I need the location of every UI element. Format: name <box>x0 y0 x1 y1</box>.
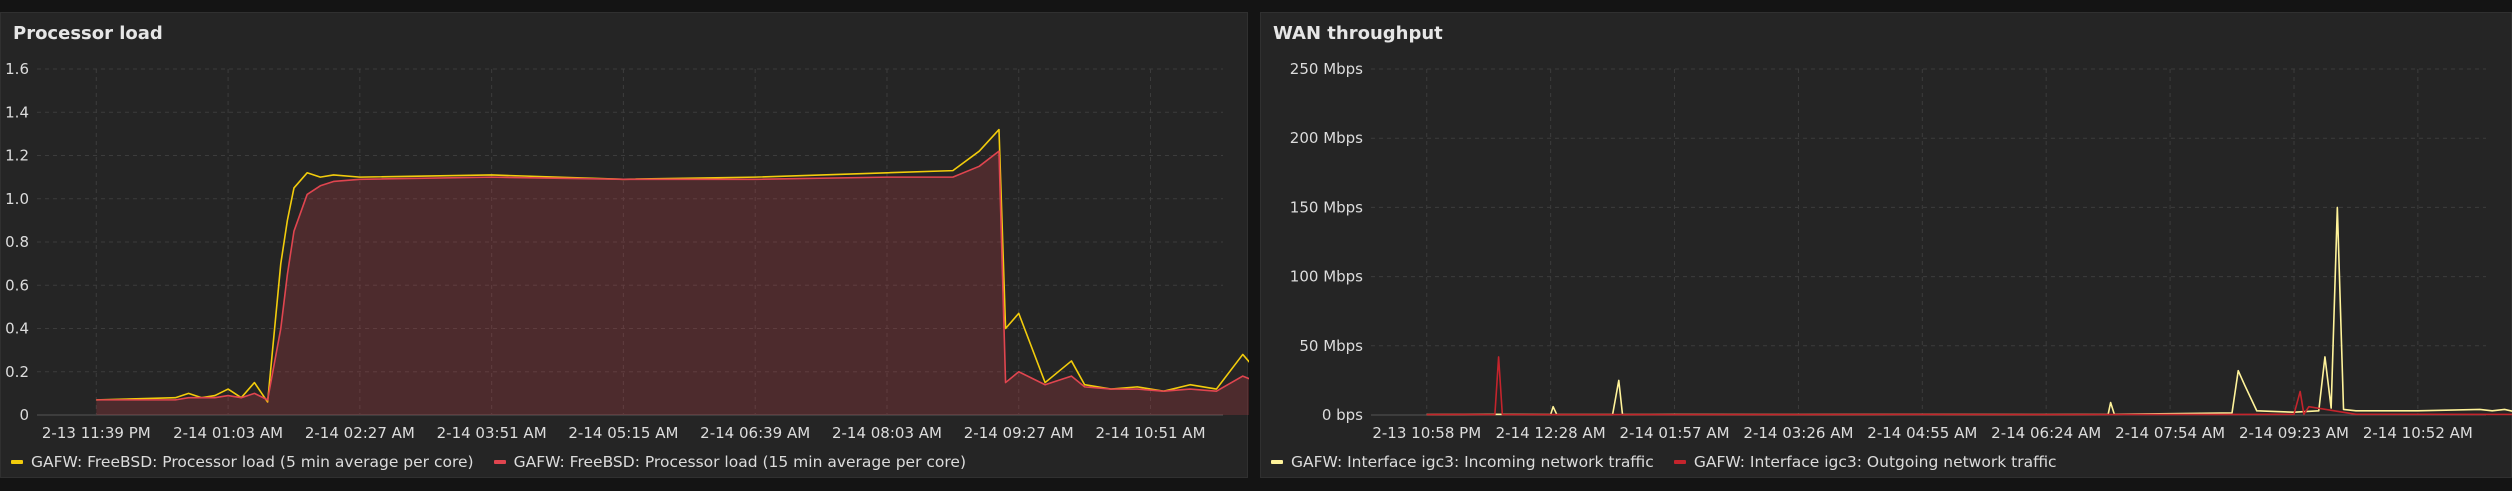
x-tick-label: 2-14 12:28 AM <box>1496 424 1606 442</box>
legend: GAFW: Interface igc3: Incoming network t… <box>1271 453 2057 471</box>
y-tick-label: 0.6 <box>5 276 29 294</box>
legend-swatch <box>1673 460 1686 464</box>
panel-title: WAN throughput <box>1273 23 1443 44</box>
x-tick-label: 2-14 06:39 AM <box>700 424 810 442</box>
y-tick-label: 1.6 <box>5 60 29 78</box>
legend: GAFW: FreeBSD: Processor load (5 min ave… <box>11 453 966 471</box>
legend-item-15min[interactable]: GAFW: FreeBSD: Processor load (15 min av… <box>493 453 967 471</box>
x-tick-label: 2-14 05:15 AM <box>568 424 678 442</box>
legend-item-outgoing[interactable]: GAFW: Interface igc3: Outgoing network t… <box>1673 453 2057 471</box>
y-tick-label: 0.4 <box>5 320 29 338</box>
y-tick-label: 250 Mbps <box>1290 60 1363 78</box>
x-tick-label: 2-14 01:03 AM <box>173 424 283 442</box>
x-tick-label: 2-14 01:57 AM <box>1620 424 1730 442</box>
x-tick-label: 2-14 07:54 AM <box>2115 424 2225 442</box>
legend-swatch <box>1271 460 1283 464</box>
y-tick-label: 1.0 <box>5 190 29 208</box>
x-tick-label: 2-14 04:55 AM <box>1867 424 1977 442</box>
legend-label: GAFW: Interface igc3: Incoming network t… <box>1291 453 1654 471</box>
series-area <box>96 151 1249 415</box>
y-tick-label: 0 bps <box>1322 406 1363 424</box>
y-tick-label: 1.4 <box>5 103 29 121</box>
y-tick-label: 0.8 <box>5 233 29 251</box>
legend-item-incoming[interactable]: GAFW: Interface igc3: Incoming network t… <box>1271 453 1654 471</box>
panel-processor-load: Processor load 0 0.2 0.4 0.6 0.8 1.0 1.2 1.4 1.6… <box>0 12 1249 479</box>
x-tick-label: 2-14 09:23 AM <box>2239 424 2349 442</box>
legend-swatch <box>493 460 506 464</box>
y-tick-label: 150 Mbps <box>1290 198 1363 216</box>
series-line <box>1426 356 2512 416</box>
legend-swatch <box>11 460 23 464</box>
y-tick-label: 0.2 <box>5 363 29 381</box>
x-tick-label: 2-14 02:27 AM <box>305 424 415 442</box>
legend-label: GAFW: Interface igc3: Outgoing network t… <box>1693 453 2057 471</box>
x-tick-label: 2-14 10:51 AM <box>1096 424 1206 442</box>
legend-item-5min[interactable]: GAFW: FreeBSD: Processor load (5 min ave… <box>11 453 474 471</box>
chart-processor-load[interactable]: 0 0.2 0.4 0.6 0.8 1.0 1.2 1.4 1.6 2-13 11:39 PM 2-… <box>1 13 1249 479</box>
y-tick-label: 200 Mbps <box>1290 129 1363 147</box>
x-tick-label: 2-14 08:03 AM <box>832 424 942 442</box>
panel-title: Processor load <box>13 23 163 44</box>
y-tick-label: 0 <box>19 406 29 424</box>
y-tick-label: 50 Mbps <box>1299 337 1363 355</box>
chart-wan-throughput[interactable]: 0 bps 50 Mbps 100 Mbps 150 Mbps 200 Mbps 250 … <box>1261 13 2512 479</box>
series-line <box>1426 206 2512 416</box>
legend-label: GAFW: FreeBSD: Processor load (5 min ave… <box>31 453 474 471</box>
y-tick-label: 1.2 <box>5 147 29 165</box>
x-tick-label: 2-14 03:51 AM <box>437 424 547 442</box>
x-tick-label: 2-14 06:24 AM <box>1991 424 2101 442</box>
y-tick-label: 100 Mbps <box>1290 268 1363 286</box>
x-tick-label: 2-13 10:58 PM <box>1372 424 1481 442</box>
series-line <box>96 150 1249 401</box>
x-tick-label: 2-14 09:27 AM <box>964 424 1074 442</box>
series-line <box>96 128 1249 403</box>
panel-wan-throughput: WAN throughput 0 bps 50 Mbps 100 Mbps 150 M… <box>1260 12 2512 478</box>
x-tick-label: 2-14 10:52 AM <box>2363 424 2473 442</box>
legend-label: GAFW: FreeBSD: Processor load (15 min av… <box>513 453 967 471</box>
x-tick-label: 2-13 11:39 PM <box>42 424 151 442</box>
x-tick-label: 2-14 03:26 AM <box>1743 424 1853 442</box>
